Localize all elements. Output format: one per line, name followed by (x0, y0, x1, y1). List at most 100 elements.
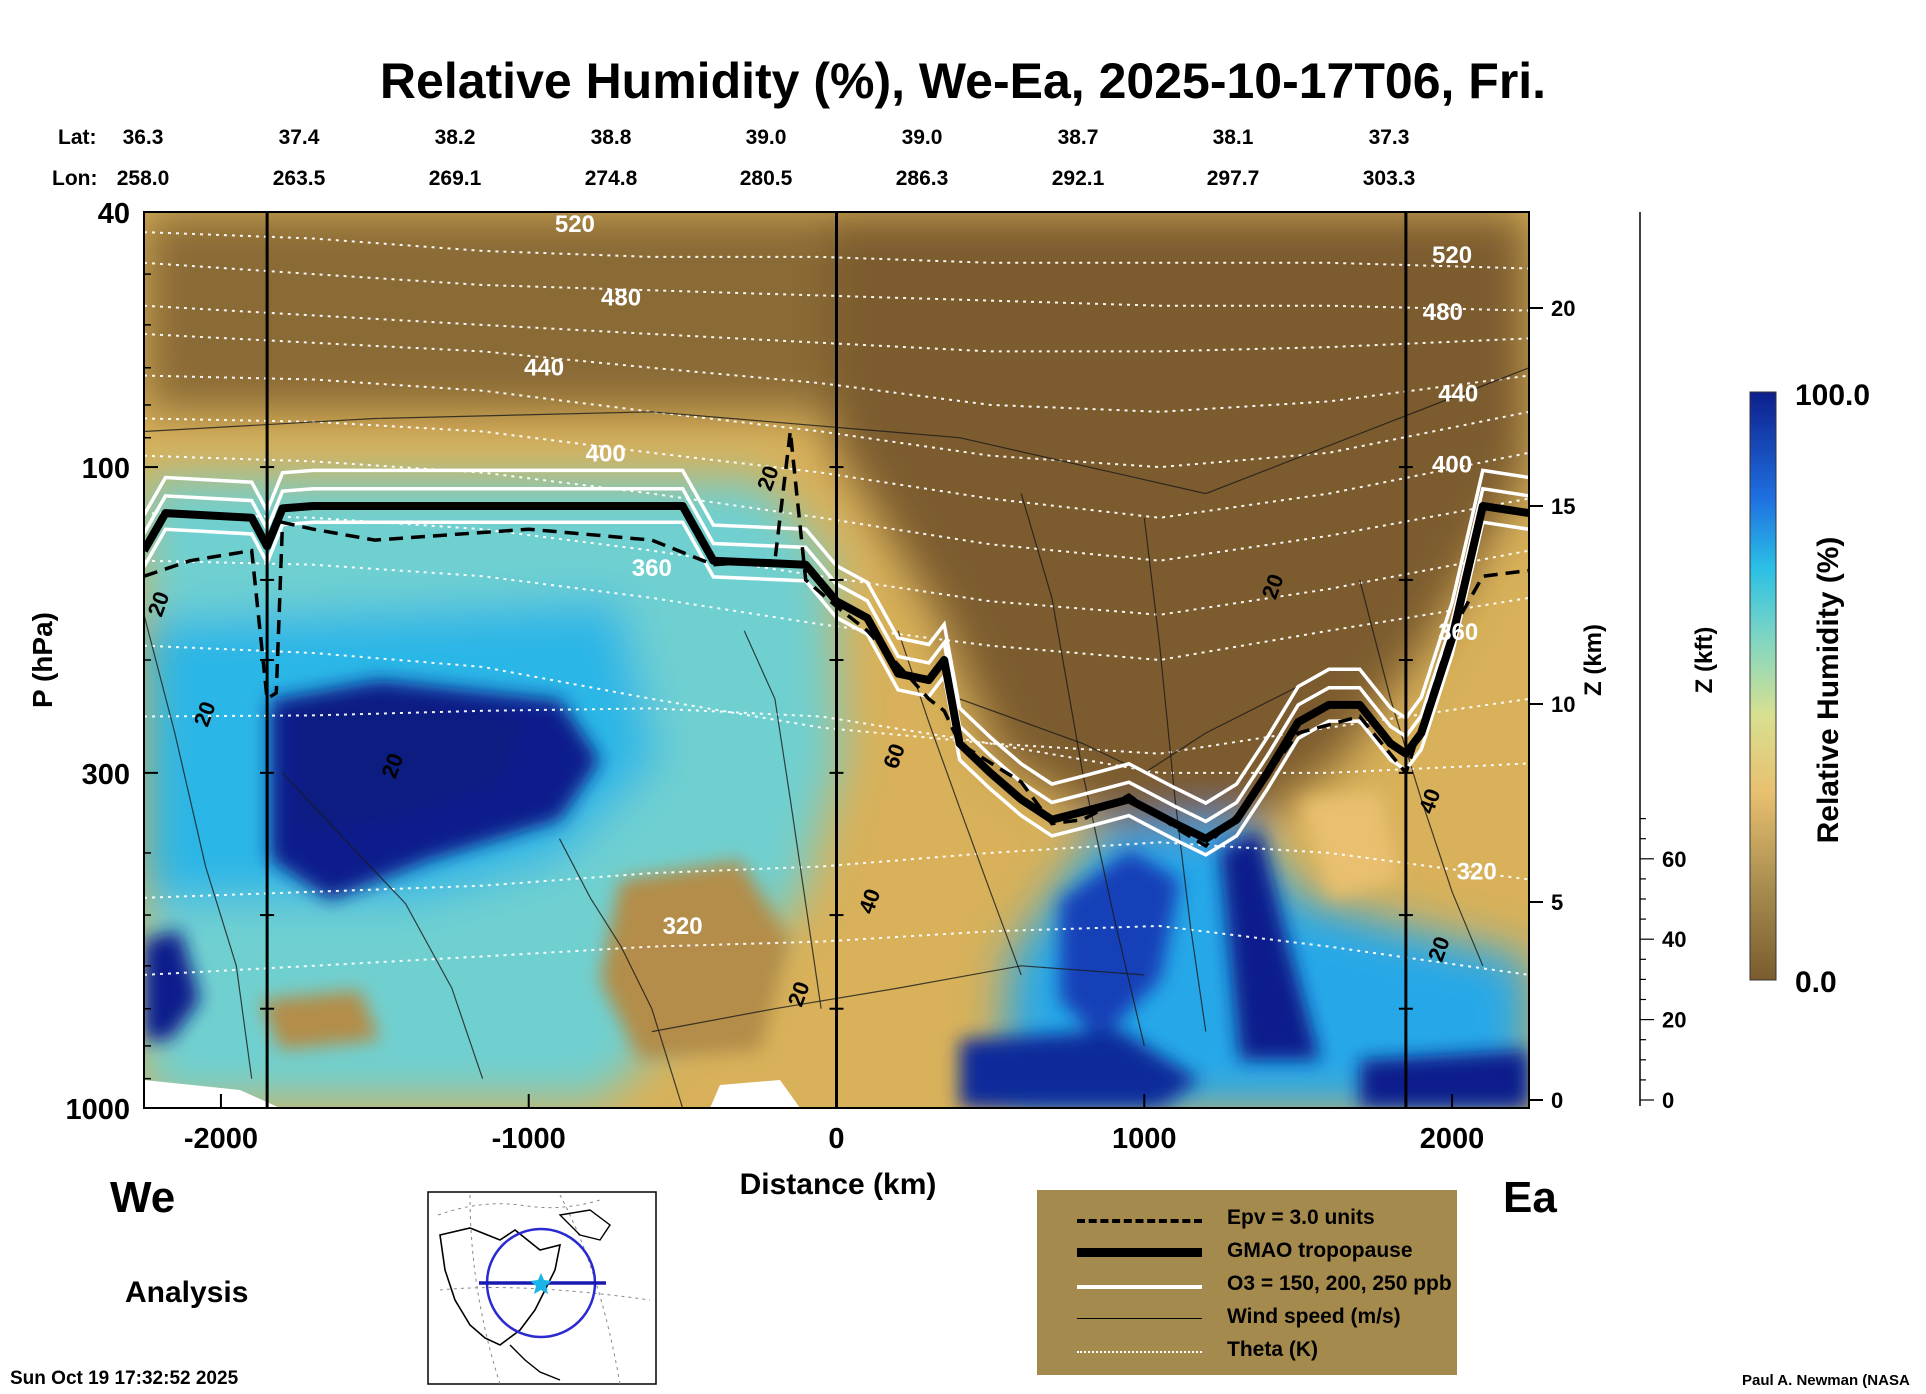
theta-contour (144, 231, 1529, 270)
wind-contour (282, 772, 484, 1079)
lon-value: 263.5 (272, 167, 326, 190)
epv-line (144, 431, 1529, 849)
theta-contour (144, 559, 1529, 662)
legend-item: GMAO tropopause (1037, 1237, 1457, 1267)
lon-value: 269.1 (428, 167, 482, 190)
z-kft-axis: 0 20 40 60 (1639, 212, 1686, 1113)
legend-swatch (1077, 1285, 1202, 1289)
z-kft-tick-label: 40 (1662, 927, 1686, 952)
lat-value: 38.8 (590, 126, 632, 149)
z-km-axis-label: Z (km) (1580, 624, 1607, 696)
theta-label: 440 (524, 355, 564, 382)
inset-map (427, 1191, 657, 1385)
theta-label: 320 (663, 913, 703, 940)
lat-value: 37.4 (278, 126, 320, 149)
ozone-contour (144, 468, 1529, 806)
lon-value: 280.5 (739, 167, 793, 190)
wind-contour (1143, 517, 1207, 1032)
legend-label: O3 = 150, 200, 250 ppb (1227, 1272, 1452, 1295)
epv-curve (144, 431, 1529, 849)
wind-speed-lines (144, 367, 1529, 1108)
z-km-tick-label: 20 (1551, 296, 1575, 321)
z-km-tick-label: 0 (1551, 1088, 1563, 1113)
legend-label: GMAO tropopause (1227, 1239, 1413, 1262)
chart-title: Relative Humidity (%), We-Ea, 2025-10-17… (379, 53, 1547, 109)
theta-label: 360 (632, 555, 672, 582)
z-kft-axis-label: Z (kft) (1691, 627, 1718, 694)
lon-value: 292.1 (1051, 167, 1105, 190)
x-tick-label: 2000 (1420, 1123, 1485, 1155)
lon-value: 297.7 (1206, 167, 1260, 190)
z-km-tick-label: 5 (1551, 890, 1563, 915)
theta-contour (144, 841, 1529, 899)
theta-label: 320 (1457, 858, 1497, 885)
lon-value: 258.0 (116, 167, 170, 190)
lon-value: 274.8 (584, 167, 638, 190)
wind-contour (144, 367, 1529, 495)
theta-contour (144, 644, 1529, 755)
y-tick-label: 1000 (65, 1094, 130, 1126)
z-km-tick-label: 15 (1551, 494, 1575, 519)
legend-item: O3 = 150, 200, 250 ppb (1037, 1270, 1457, 1300)
theta-label: 480 (601, 285, 641, 312)
z-kft-tick-label: 0 (1662, 1088, 1674, 1113)
timestamp: Sun Oct 19 17:32:52 2025 (10, 1368, 239, 1389)
east-label: Ea (1503, 1173, 1557, 1222)
y-tick-label: 40 (98, 198, 130, 230)
theta-contour (144, 924, 1529, 976)
legend-swatch (1077, 1351, 1202, 1353)
wind-contour (1359, 579, 1484, 967)
theta-contour (144, 707, 1529, 774)
x-axis: -2000 -1000 0 1000 2000 (184, 1094, 1484, 1155)
wind-contour (1020, 493, 1145, 1047)
legend: Epv = 3.0 units GMAO tropopause O3 = 150, … (1037, 1190, 1457, 1375)
theta-label: 400 (586, 440, 626, 467)
x-tick-label: -2000 (184, 1123, 258, 1155)
wind-contour (897, 630, 1022, 976)
lat-value: 36.3 (122, 126, 164, 149)
x-axis-label: Distance (km) (740, 1168, 937, 1201)
theta-contour (144, 261, 1529, 312)
z-km-axis: 0 5 10 15 20 (1529, 296, 1575, 1113)
theta-contour (144, 333, 1529, 413)
theta-contour (144, 374, 1529, 469)
lat-value: 38.2 (434, 126, 476, 149)
colorbar (1749, 391, 1777, 981)
legend-item: Theta (K) (1037, 1336, 1457, 1366)
legend-swatch (1077, 1219, 1202, 1223)
legend-item: Epv = 3.0 units (1037, 1204, 1457, 1234)
section-separators (260, 211, 1413, 1109)
x-tick-label: -1000 (492, 1123, 566, 1155)
legend-label: Epv = 3.0 units (1227, 1206, 1375, 1229)
legend-label: Theta (K) (1227, 1338, 1318, 1361)
credit: Paul A. Newman (NASA (1742, 1372, 1910, 1389)
lon-label: Lon: (52, 167, 98, 190)
west-label: We (110, 1173, 176, 1222)
colorbar-label: Relative Humidity (%) (1812, 537, 1845, 844)
theta-label: 520 (555, 211, 595, 238)
lat-value: 37.3 (1368, 126, 1410, 149)
y-tick-label: 100 (82, 453, 130, 485)
legend-swatch (1077, 1248, 1202, 1257)
wind-contour (144, 614, 253, 1079)
y-axis-label: P (hPa) (27, 612, 58, 708)
z-kft-tick-label: 20 (1662, 1008, 1686, 1033)
z-km-tick-label: 10 (1551, 692, 1575, 717)
theta-contour (144, 454, 1529, 562)
legend-swatch (1077, 1318, 1202, 1319)
ozone-contour (144, 520, 1529, 857)
tropopause-line (144, 502, 1529, 843)
z-kft-tick-label: 60 (1662, 847, 1686, 872)
y-tick-label: 300 (82, 759, 130, 791)
legend-label: Wind speed (m/s) (1227, 1305, 1401, 1328)
theta-contour (144, 417, 1529, 519)
wind-contour (651, 965, 1145, 1033)
lat-label: Lat: (58, 126, 97, 149)
x-tick-label: 1000 (1112, 1123, 1177, 1155)
tropopause-curve (144, 502, 1529, 843)
legend-item: Wind speed (m/s) (1037, 1303, 1457, 1333)
lon-value: 303.3 (1362, 167, 1416, 190)
lat-value: 38.7 (1057, 126, 1099, 149)
theta-label: 440 (1438, 380, 1478, 407)
